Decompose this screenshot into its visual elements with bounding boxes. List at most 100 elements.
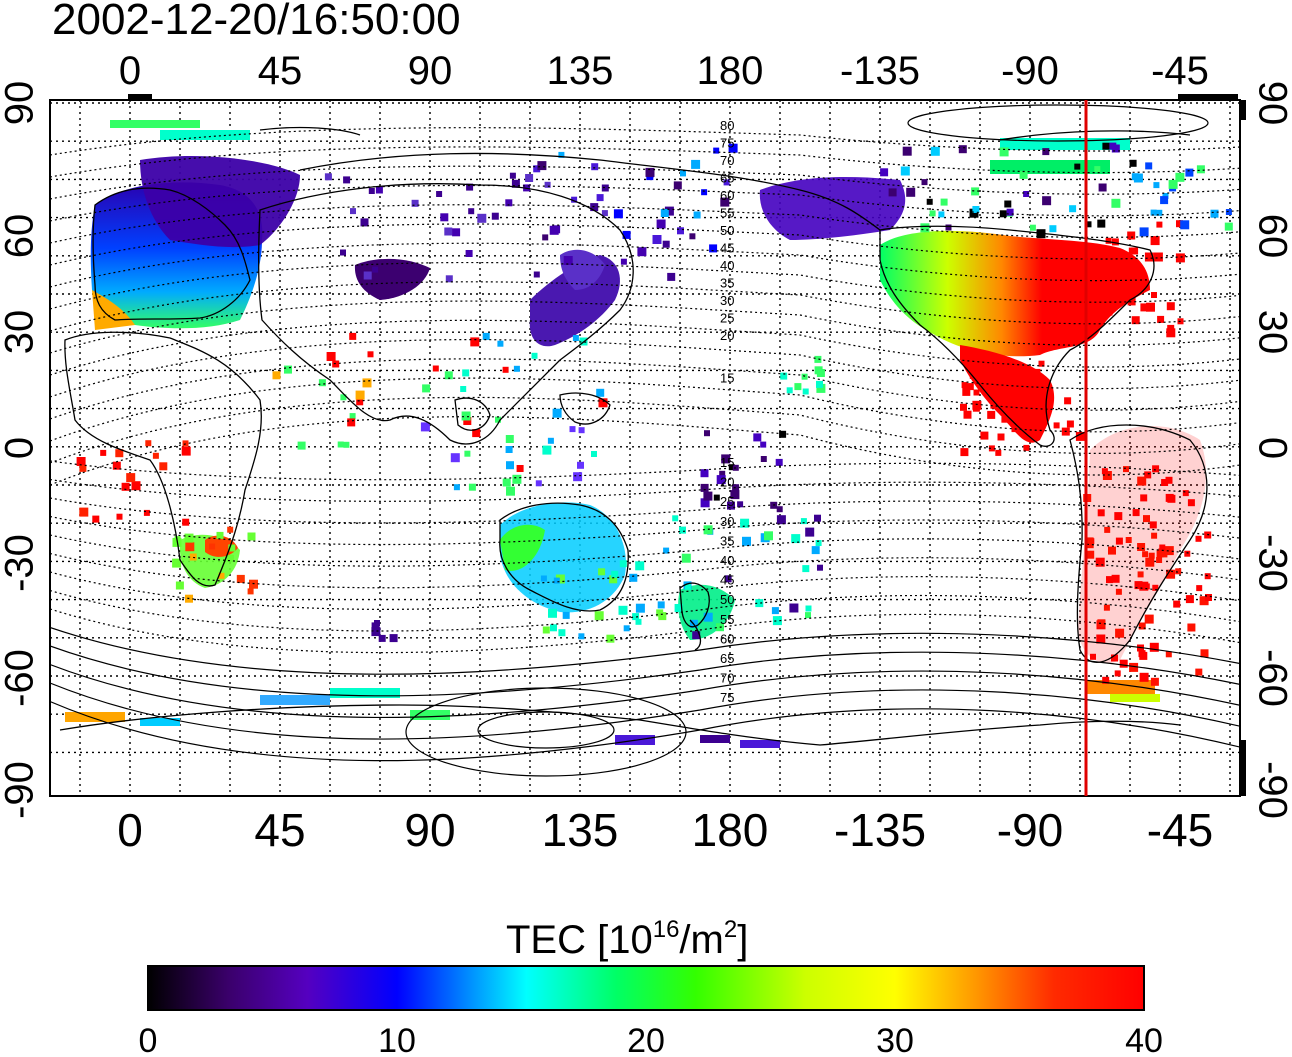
- tec-point: [1119, 659, 1128, 668]
- left-latitude-label: 90: [0, 81, 42, 126]
- tec-point: [742, 536, 751, 546]
- tec-point: [606, 634, 615, 643]
- tec-point: [247, 588, 254, 595]
- tec-point: [1153, 252, 1163, 262]
- tec-point: [652, 235, 662, 244]
- tec-point: [562, 611, 570, 619]
- tec-point: [511, 179, 520, 188]
- tec-point: [1182, 490, 1189, 497]
- tec-point: [596, 194, 604, 202]
- tec-point: [1115, 588, 1122, 595]
- tec-point: [719, 470, 726, 477]
- tec-point: [700, 498, 710, 508]
- top-longitude-label: 135: [547, 49, 614, 93]
- contour-line-north: [50, 165, 1240, 200]
- tec-point: [662, 240, 670, 248]
- tec-point: [537, 161, 547, 171]
- contour-label: 70: [720, 671, 734, 686]
- top-longitude-label: 0: [119, 49, 141, 93]
- tec-point: [772, 616, 782, 626]
- tec-point: [1001, 416, 1008, 423]
- tec-point: [945, 224, 952, 231]
- contour-polar-south-outer: [405, 687, 687, 777]
- contour-label: 55: [720, 206, 734, 221]
- tec-point: [713, 494, 720, 501]
- tec-point: [976, 361, 984, 370]
- top-longitude-label: -45: [1151, 49, 1209, 93]
- contour-line-north: [50, 416, 1240, 486]
- tec-point: [1159, 544, 1166, 551]
- tec-point: [1138, 650, 1146, 658]
- tec-point: [1013, 409, 1020, 416]
- tec-point: [1149, 521, 1157, 529]
- tec-point: [1144, 471, 1152, 479]
- tec-point: [789, 603, 799, 613]
- tec-point: [1195, 535, 1202, 542]
- tec-point: [360, 218, 369, 227]
- tec-point: [960, 448, 969, 457]
- tec-point: [689, 233, 696, 240]
- contour-label: 60: [720, 631, 734, 646]
- tec-point: [1098, 183, 1107, 192]
- tec-point: [375, 186, 383, 194]
- tec-point: [958, 145, 967, 154]
- tec-point: [432, 365, 439, 372]
- tec-point: [367, 351, 374, 358]
- tec-point: [1225, 209, 1232, 215]
- contour-line-south: [50, 460, 1240, 481]
- tec-point: [1019, 170, 1028, 179]
- tec-point: [1064, 397, 1072, 405]
- tec-point: [673, 181, 682, 190]
- tec-point: [703, 612, 713, 622]
- tec-point: [900, 166, 910, 176]
- tec-point: [776, 506, 783, 513]
- contour-label: 45: [720, 573, 734, 588]
- tec-point: [1140, 494, 1148, 502]
- tec-point: [817, 564, 823, 571]
- tec-point: [1115, 628, 1125, 638]
- contour-line-north: [50, 319, 1240, 376]
- tec-point: [1066, 420, 1074, 428]
- tec-point: [468, 208, 475, 215]
- contour-label: 60: [720, 188, 734, 203]
- tec-point: [801, 373, 808, 380]
- tec-point: [1006, 208, 1014, 216]
- tec-point: [961, 382, 968, 389]
- tec-point: [637, 247, 647, 257]
- tec-point: [350, 208, 356, 215]
- tec-point: [1175, 172, 1185, 182]
- left-latitude-label: -30: [0, 534, 42, 592]
- tec-point: [1128, 247, 1135, 254]
- tec-point: [463, 417, 472, 425]
- tec-point: [445, 275, 453, 283]
- right-latitude-label: 30: [1250, 310, 1292, 355]
- left-latitude-label: -90: [0, 761, 42, 819]
- tec-point: [505, 435, 514, 443]
- tec-point: [1200, 649, 1209, 658]
- tec-point: [337, 441, 344, 448]
- bottom-longitude-label: 135: [542, 804, 619, 856]
- tec-point: [635, 618, 642, 625]
- tec-point: [1160, 196, 1169, 205]
- tec-point: [1156, 221, 1163, 228]
- tec-point: [1004, 200, 1012, 208]
- tec-point: [326, 352, 336, 361]
- tec-point: [558, 151, 565, 158]
- tec-point: [436, 191, 443, 197]
- tec-point: [1086, 537, 1094, 545]
- contour-label: 75: [720, 136, 734, 151]
- tec-point: [1097, 219, 1106, 228]
- contour-line-north: [50, 261, 1240, 310]
- tec-point: [1096, 634, 1106, 644]
- tec-point: [1125, 537, 1132, 543]
- timestamp-title: 2002-12-20/16:50:00: [52, 0, 461, 44]
- tec-point: [112, 461, 121, 470]
- tec-point: [1204, 573, 1211, 580]
- tec-point: [544, 181, 551, 188]
- tec-point: [814, 514, 821, 522]
- tec-point: [1162, 193, 1169, 199]
- tec-point: [680, 170, 686, 177]
- tec-point: [1129, 159, 1137, 167]
- contour-line-south: [50, 645, 1240, 697]
- tec-point: [1180, 220, 1190, 230]
